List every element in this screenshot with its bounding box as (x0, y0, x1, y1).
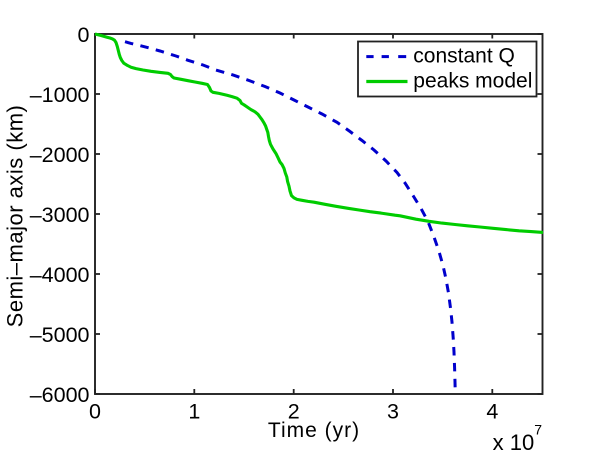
svg-text:0: 0 (89, 399, 101, 423)
svg-text:–1000: –1000 (30, 83, 90, 107)
svg-text:–5000: –5000 (30, 323, 90, 347)
svg-text:4: 4 (486, 399, 498, 423)
svg-text:–6000: –6000 (30, 383, 90, 407)
svg-text:peaks model: peaks model (413, 70, 532, 93)
svg-text:–2000: –2000 (30, 143, 90, 167)
svg-text:3: 3 (387, 399, 399, 423)
svg-text:Semi–major axis (km): Semi–major axis (km) (3, 105, 28, 328)
svg-text:–3000: –3000 (30, 203, 90, 227)
svg-text:2: 2 (288, 399, 300, 423)
svg-text:0: 0 (78, 23, 90, 47)
svg-text:1: 1 (188, 399, 200, 423)
svg-text:constant Q: constant Q (413, 45, 515, 68)
svg-text:–4000: –4000 (30, 263, 90, 287)
svg-text:Time (yr): Time (yr) (268, 419, 360, 442)
